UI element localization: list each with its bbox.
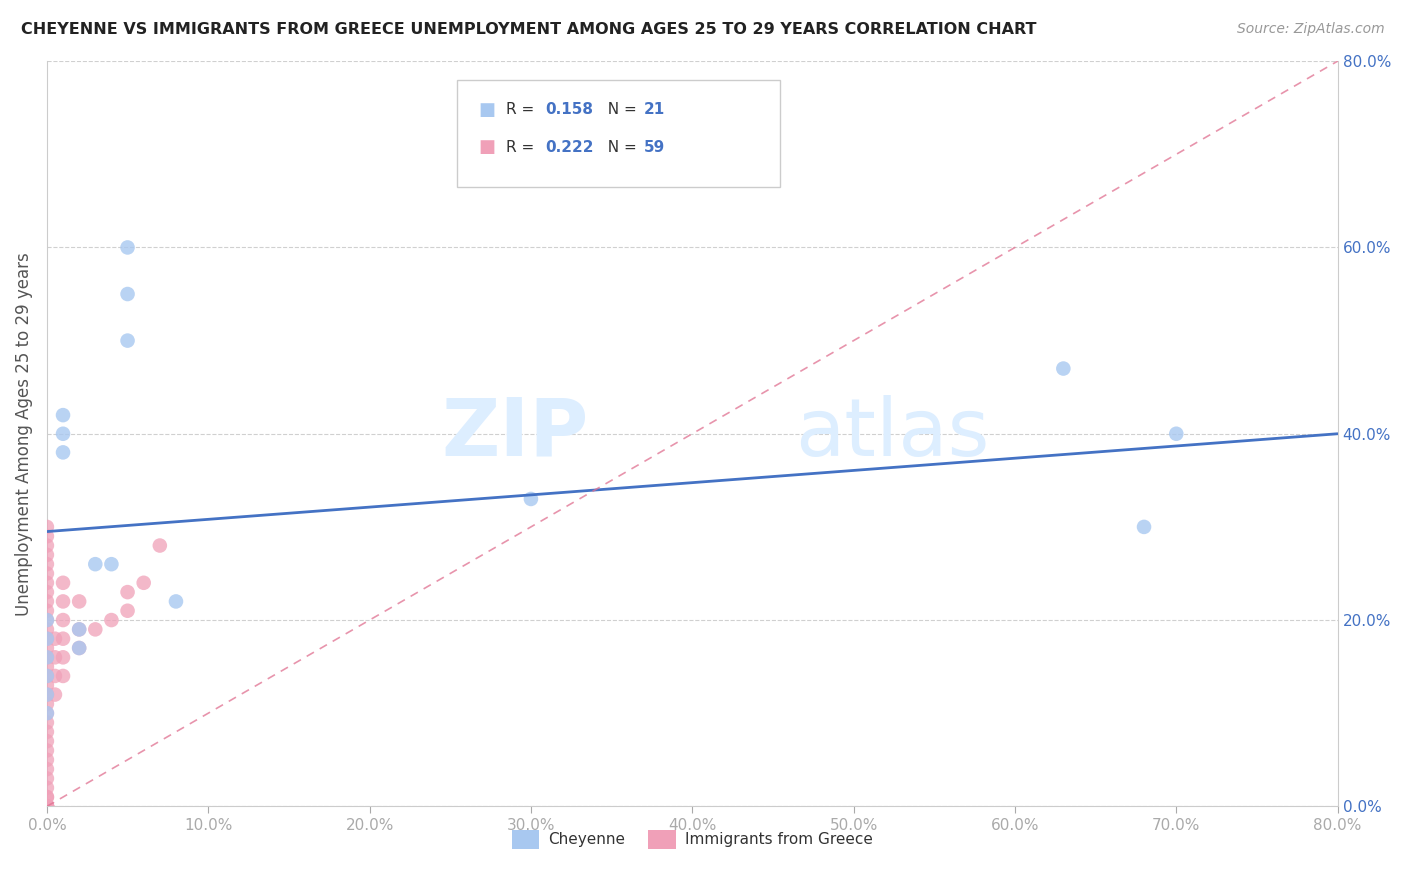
Text: R =: R =: [506, 140, 540, 154]
Point: [35, 669, 58, 683]
Text: 0.158: 0.158: [546, 103, 593, 117]
Point: [35, 594, 58, 608]
Point: [35, 604, 58, 618]
Point: [35, 753, 58, 767]
Point: [35, 585, 58, 599]
Point: [67, 623, 90, 637]
Point: [1166, 426, 1188, 441]
Point: [44, 688, 66, 702]
Point: [67, 623, 90, 637]
Point: [35, 799, 58, 814]
Point: [35, 548, 58, 562]
Y-axis label: Unemployment Among Ages 25 to 29 years: Unemployment Among Ages 25 to 29 years: [15, 252, 32, 615]
Point: [35, 706, 58, 721]
Point: [52, 445, 75, 459]
Point: [52, 408, 75, 422]
Point: [35, 539, 58, 553]
Point: [35, 790, 58, 805]
Point: [35, 724, 58, 739]
Point: [165, 594, 187, 608]
Point: [132, 575, 155, 590]
Point: [35, 632, 58, 646]
Point: [35, 659, 58, 673]
Point: [35, 743, 58, 757]
Point: [35, 632, 58, 646]
Point: [84, 557, 107, 571]
Text: ZIP: ZIP: [441, 395, 589, 473]
Point: [35, 688, 58, 702]
Point: [117, 334, 139, 348]
Point: [35, 529, 58, 543]
Point: [149, 539, 172, 553]
Point: [52, 632, 75, 646]
Point: [67, 640, 90, 655]
Point: [35, 678, 58, 692]
Point: [35, 715, 58, 730]
Point: [52, 669, 75, 683]
Point: [35, 799, 58, 814]
Point: [117, 585, 139, 599]
Point: [35, 762, 58, 776]
Point: [35, 520, 58, 534]
Point: [1052, 361, 1074, 376]
Legend: Cheyenne, Immigrants from Greece: Cheyenne, Immigrants from Greece: [506, 823, 879, 855]
Point: [44, 632, 66, 646]
Point: [52, 613, 75, 627]
Point: [100, 613, 122, 627]
Point: [67, 594, 90, 608]
Point: [520, 491, 543, 506]
Point: [35, 772, 58, 786]
Point: [35, 799, 58, 814]
Point: [35, 799, 58, 814]
Point: [35, 669, 58, 683]
Text: ■: ■: [478, 101, 495, 119]
Text: ■: ■: [478, 138, 495, 156]
Point: [35, 697, 58, 711]
Point: [35, 799, 58, 814]
Point: [100, 557, 122, 571]
Point: [35, 613, 58, 627]
Point: [35, 650, 58, 665]
Text: 59: 59: [644, 140, 665, 154]
Point: [35, 566, 58, 581]
Text: R =: R =: [506, 103, 540, 117]
Point: [117, 240, 139, 254]
Point: [35, 799, 58, 814]
Point: [117, 604, 139, 618]
Text: N =: N =: [598, 103, 641, 117]
Point: [35, 780, 58, 795]
Point: [35, 799, 58, 814]
Text: 21: 21: [644, 103, 665, 117]
Text: Source: ZipAtlas.com: Source: ZipAtlas.com: [1237, 22, 1385, 37]
Text: atlas: atlas: [796, 395, 990, 473]
Point: [35, 640, 58, 655]
Point: [35, 734, 58, 748]
Point: [117, 287, 139, 301]
Point: [1133, 520, 1156, 534]
Point: [35, 799, 58, 814]
Point: [35, 650, 58, 665]
Point: [35, 706, 58, 721]
Point: [44, 650, 66, 665]
Text: CHEYENNE VS IMMIGRANTS FROM GREECE UNEMPLOYMENT AMONG AGES 25 TO 29 YEARS CORREL: CHEYENNE VS IMMIGRANTS FROM GREECE UNEMP…: [21, 22, 1036, 37]
Point: [35, 623, 58, 637]
Point: [35, 799, 58, 814]
Point: [52, 426, 75, 441]
Point: [35, 613, 58, 627]
Point: [35, 575, 58, 590]
Point: [52, 650, 75, 665]
Text: 0.222: 0.222: [546, 140, 593, 154]
Point: [35, 557, 58, 571]
Point: [35, 790, 58, 805]
Point: [52, 575, 75, 590]
Text: N =: N =: [598, 140, 641, 154]
Point: [52, 594, 75, 608]
Point: [67, 640, 90, 655]
Point: [84, 623, 107, 637]
Point: [35, 688, 58, 702]
Point: [44, 669, 66, 683]
